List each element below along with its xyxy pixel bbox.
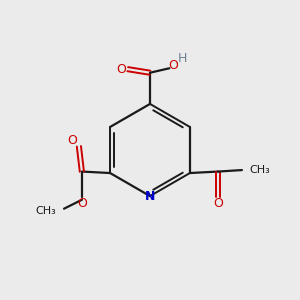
Text: O: O bbox=[168, 59, 178, 72]
Text: N: N bbox=[145, 190, 155, 202]
Text: CH₃: CH₃ bbox=[249, 165, 270, 175]
Text: O: O bbox=[116, 63, 126, 76]
Text: O: O bbox=[68, 134, 77, 147]
Text: O: O bbox=[77, 197, 87, 210]
Text: H: H bbox=[178, 52, 188, 65]
Text: CH₃: CH₃ bbox=[36, 206, 57, 216]
Text: O: O bbox=[213, 197, 223, 210]
